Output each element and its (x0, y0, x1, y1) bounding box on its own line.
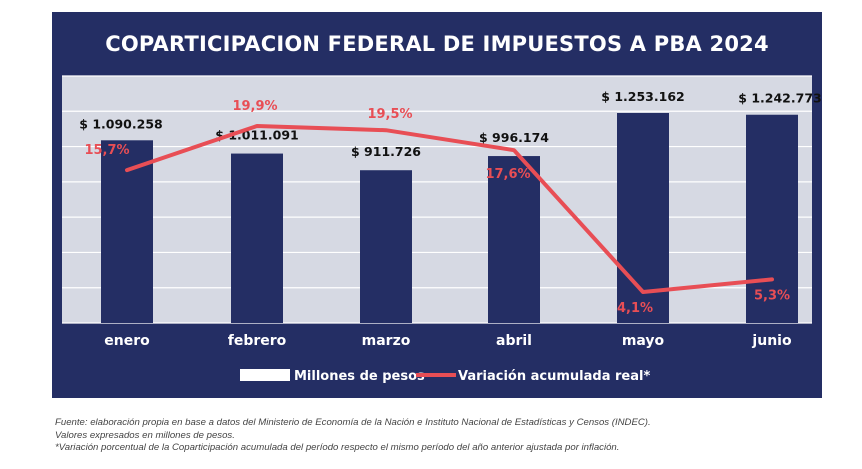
bar-mayo (617, 113, 669, 323)
x-tick-label: febrero (228, 333, 287, 349)
bar-value-label: $ 1.090.258 (79, 116, 162, 131)
legend-swatch-bars (240, 369, 290, 381)
bar-abril (488, 156, 540, 323)
chart-title: COPARTICIPACION FEDERAL DE IMPUESTOS A P… (105, 32, 769, 56)
bar-marzo (360, 170, 412, 323)
legend-label-line: Variación acumulada real* (458, 369, 650, 384)
legend-label-bars: Millones de pesos (294, 369, 425, 384)
bar-value-label: $ 1.253.162 (601, 89, 684, 104)
x-tick-label: junio (751, 333, 792, 349)
footnote-units: Valores expresados en millones de pesos. (55, 429, 235, 441)
x-tick-label: marzo (362, 333, 411, 349)
chart-panel: COPARTICIPACION FEDERAL DE IMPUESTOS A P… (52, 12, 822, 398)
bar-value-label: $ 911.726 (351, 144, 421, 159)
plot-area (62, 76, 812, 323)
variation-line (125, 124, 774, 294)
x-tick-label: mayo (622, 333, 665, 349)
footnotes: Fuente: elaboración propia en base a dat… (55, 417, 855, 455)
line-value-label: 5,3% (754, 288, 790, 303)
bar-febrero (231, 153, 283, 323)
footnote-variation: *Variación porcentual de la Coparticipac… (55, 442, 620, 454)
line-value-label: 17,6% (485, 167, 530, 182)
line-value-label: 19,9% (232, 99, 277, 114)
line-value-label: 19,5% (367, 107, 412, 122)
bar-junio (746, 114, 798, 323)
bar-enero (101, 140, 153, 323)
x-tick-label: abril (496, 333, 532, 349)
chart-plot: $ 1.090.258$ 1.011.091$ 911.726$ 996.174… (62, 75, 822, 384)
footnote-source: Fuente: elaboración propia en base a dat… (55, 417, 651, 428)
bar-value-label: $ 1.242.773 (738, 91, 821, 106)
line-value-label: 15,7% (84, 143, 129, 158)
line-value-label: 4,1% (617, 301, 653, 316)
x-tick-label: enero (104, 333, 150, 349)
bar-value-label: $ 996.174 (479, 130, 549, 145)
